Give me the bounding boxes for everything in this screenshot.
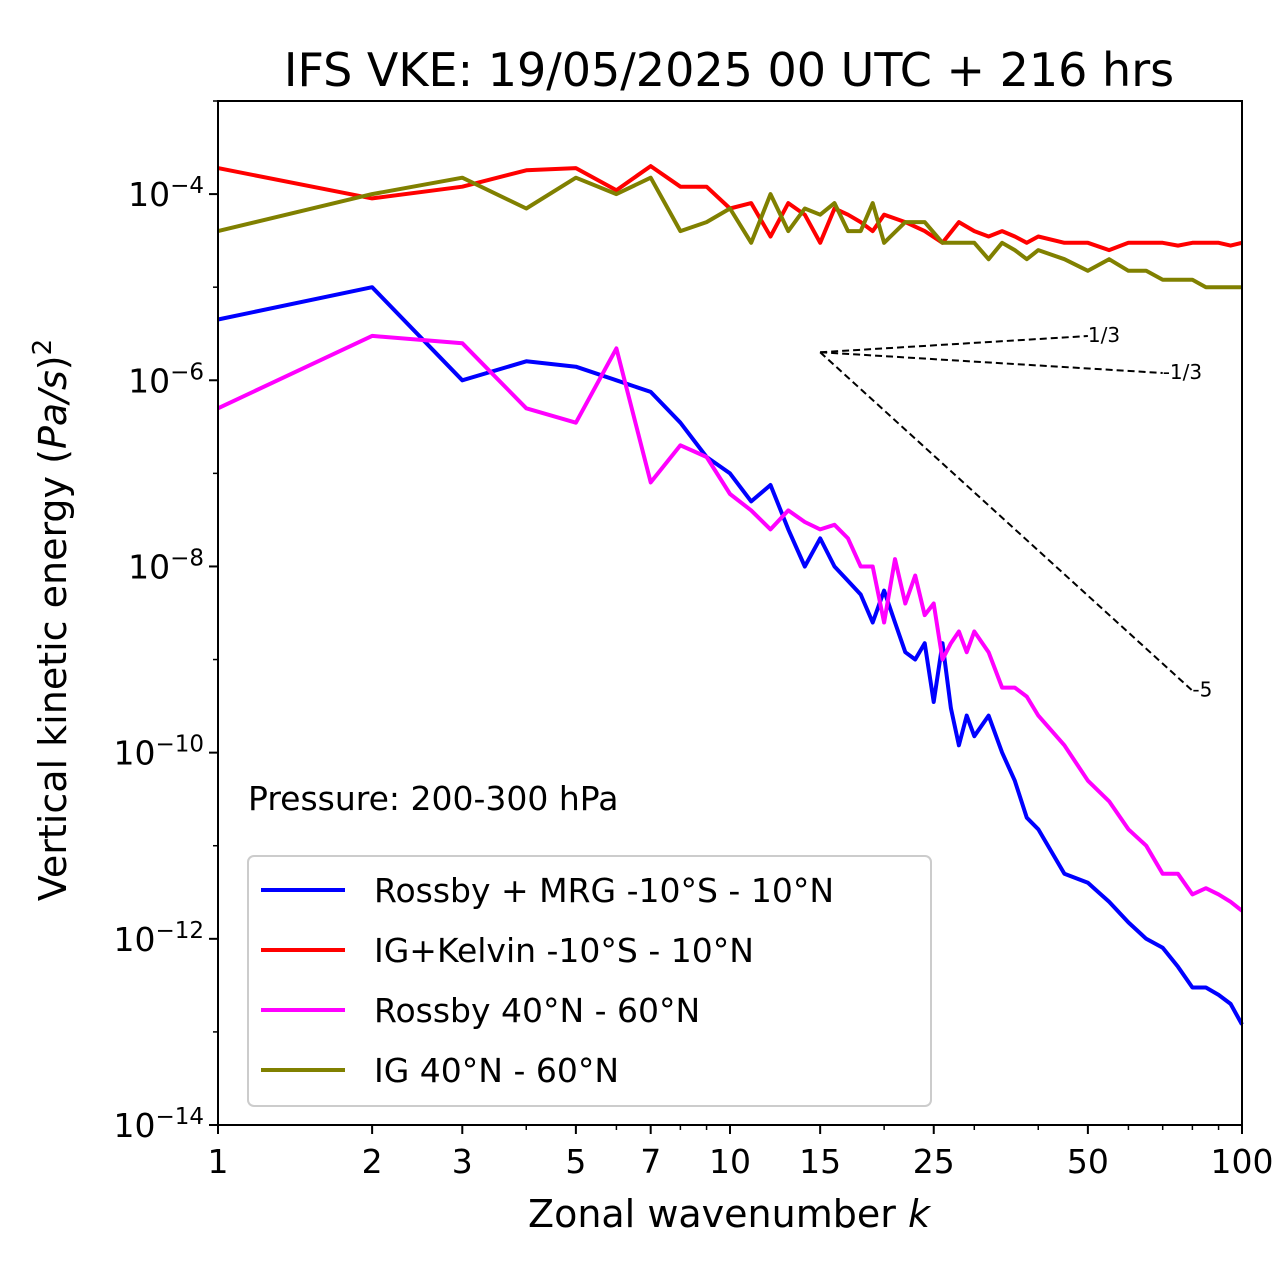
- y-tick-label: 10−8: [128, 545, 204, 586]
- legend-entry-label: Rossby + MRG -10°S - 10°N: [374, 871, 834, 910]
- series-line-3: [217, 333, 1244, 913]
- reference-slope-line: [819, 351, 1194, 692]
- reference-slope-label: 1/3: [1088, 323, 1120, 347]
- pressure-annotation: Pressure: 200-300 hPa: [248, 779, 618, 818]
- legend-box: [247, 855, 932, 1107]
- reference-slope-label: -5: [1192, 678, 1212, 702]
- x-tick-label: 50: [1067, 1142, 1109, 1181]
- y-tick-label: 10−10: [113, 732, 204, 773]
- x-axis: 1 2 3 5 7 10 15 25 50 100: [208, 1125, 1274, 1181]
- y-tick-label: 10−14: [113, 1104, 204, 1145]
- y-tick-label: 10−4: [128, 173, 204, 214]
- reference-slope-line: [820, 351, 1163, 375]
- x-tick-label: 1: [208, 1142, 229, 1181]
- chart-title: IFS VKE: 19/05/2025 00 UTC + 216 hrs: [284, 43, 1174, 97]
- y-tick-label: 10−12: [113, 918, 204, 959]
- plot-area: 1/3 -1/3 -5: [217, 100, 1244, 1126]
- series-layer: [217, 164, 1244, 1026]
- x-tick-label: 10: [709, 1142, 751, 1181]
- series-line-2: [217, 164, 1243, 253]
- reference-slopes: 1/3 -1/3 -5: [819, 323, 1212, 702]
- legend-entry-label: IG+Kelvin -10°S - 10°N: [374, 931, 754, 970]
- reference-slope-line: [820, 335, 1088, 354]
- series-line-1: [217, 285, 1244, 1026]
- x-tick-label: 100: [1211, 1142, 1274, 1181]
- x-tick-label: 3: [452, 1142, 473, 1181]
- series-line-4: [217, 175, 1242, 290]
- y-axis: 10−4 10−6 10−8 10−10 10−12 10−14: [113, 100, 218, 1145]
- x-tick-label: 25: [913, 1142, 955, 1181]
- x-tick-label: 5: [565, 1142, 586, 1181]
- x-axis-label: Zonal wavenumber k: [528, 1192, 932, 1236]
- legend: Rossby + MRG -10°S - 10°N IG+Kelvin -10°S…: [247, 855, 932, 1107]
- x-tick-label: 15: [799, 1142, 841, 1181]
- legend-entry-label: IG 40°N - 60°N: [374, 1051, 619, 1090]
- legend-entry-label: Rossby 40°N - 60°N: [374, 991, 700, 1030]
- reference-slope-label: -1/3: [1163, 360, 1202, 384]
- x-tick-label: 2: [362, 1142, 383, 1181]
- y-tick-label: 10−6: [128, 359, 204, 400]
- x-tick-label: 7: [640, 1142, 661, 1181]
- y-axis-label: Vertical kinetic energy (Pa/s)2: [28, 339, 75, 901]
